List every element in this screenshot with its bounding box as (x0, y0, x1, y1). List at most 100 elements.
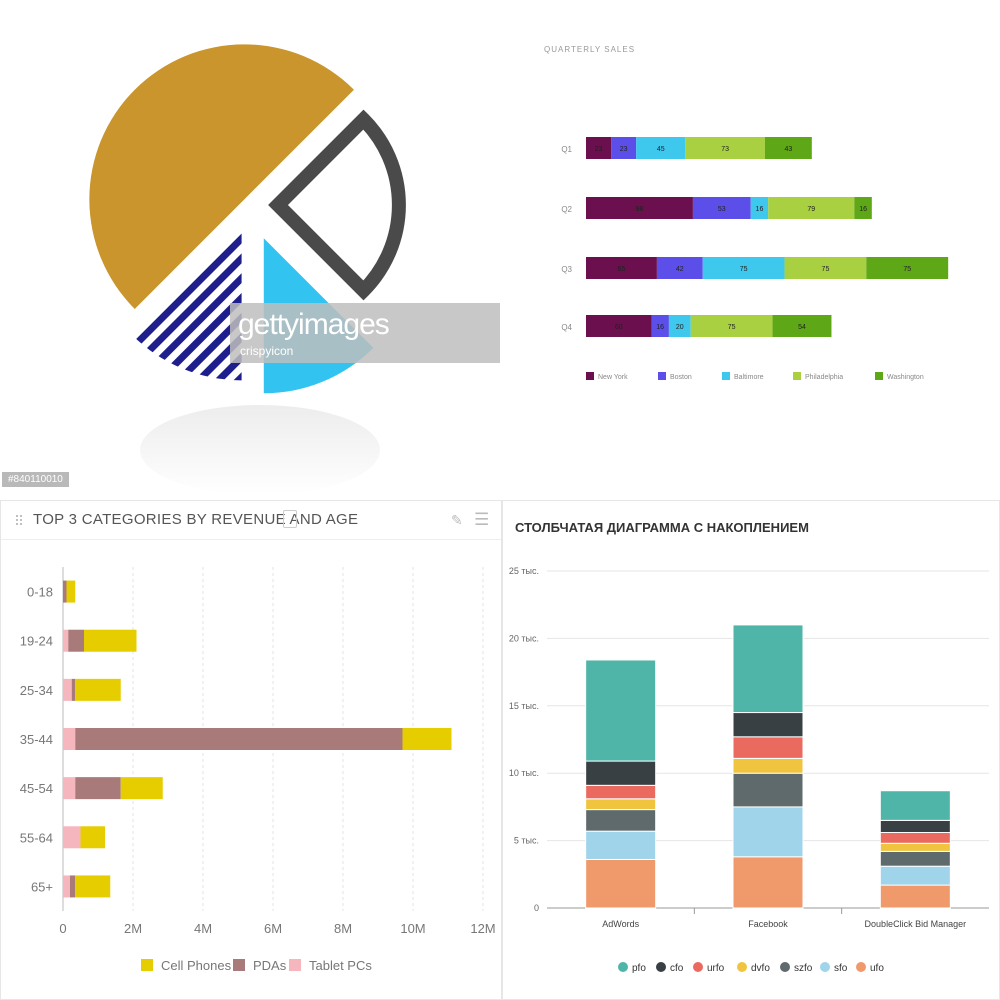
bar-segment (879, 790, 951, 821)
y-tick-label: 15 тыс. (509, 701, 539, 711)
data-label: 53 (718, 206, 726, 213)
legend-label[interactable]: dvfo (751, 963, 770, 974)
bar-segment (668, 315, 691, 337)
legend-swatch[interactable] (780, 962, 790, 972)
bar-segment (732, 856, 804, 909)
legend-label: New York (598, 374, 628, 381)
drag-handle-icon[interactable] (15, 514, 23, 526)
bar-segment (879, 850, 951, 867)
legend-label[interactable]: cfo (670, 963, 684, 974)
legend-swatch (233, 959, 245, 971)
data-label: 98 (636, 206, 644, 213)
legend-swatch[interactable] (618, 962, 628, 972)
bar-segment (585, 784, 657, 800)
x-tick-label: Facebook (748, 919, 788, 929)
data-label: 65 (618, 266, 626, 273)
bar-segment (750, 197, 769, 219)
y-tick-label: 5 тыс. (514, 836, 539, 846)
menu-icon[interactable]: ☰ (474, 510, 490, 529)
legend-swatch (722, 372, 730, 380)
bar-segment (732, 736, 804, 759)
legend-swatch (658, 372, 666, 380)
legend-swatch (289, 959, 301, 971)
legend-label: Baltimore (734, 374, 764, 381)
category-label: Q1 (561, 145, 572, 154)
legend-label[interactable]: ufo (870, 963, 884, 974)
data-label: 45 (657, 146, 665, 153)
x-tick-label: 6M (264, 921, 282, 936)
pie-slice-gold (89, 44, 354, 309)
bar-segment (63, 777, 76, 800)
bar-segment (120, 777, 163, 800)
legend-swatch[interactable] (820, 962, 830, 972)
legend-label: Tablet PCs (309, 958, 372, 973)
legend-swatch[interactable] (656, 962, 666, 972)
bar-segment (402, 728, 452, 750)
y-tick-label: 10 тыс. (509, 768, 539, 778)
bar-segment (685, 137, 765, 159)
legend-label[interactable]: szfo (794, 963, 813, 974)
bar-segment (732, 624, 804, 714)
legend-label: Cell Phones (161, 958, 232, 973)
bar-segment (692, 197, 751, 219)
data-label: 43 (784, 146, 792, 153)
category-label: Q2 (561, 205, 572, 214)
bar-segment (732, 712, 804, 738)
x-tick-label: 0 (59, 921, 66, 936)
data-label: 16 (756, 206, 764, 213)
y-tick-label: 0-18 (27, 585, 53, 600)
bar-segment (585, 798, 657, 811)
data-label: 16 (859, 206, 867, 213)
bar-segment (586, 197, 693, 219)
legend-label[interactable]: sfo (834, 963, 848, 974)
bar-segment (585, 760, 657, 786)
bar-segment (585, 809, 657, 832)
bar-segment (611, 137, 637, 159)
bar-segment (764, 137, 812, 159)
pie-chart-icon (89, 44, 406, 495)
image-id-tag: #840110010 (2, 472, 69, 487)
bar-segment (732, 757, 804, 774)
legend-swatch[interactable] (737, 962, 747, 972)
bar-segment (768, 197, 855, 219)
bar-segment (879, 884, 951, 909)
data-label: 42 (676, 266, 684, 273)
legend-label[interactable]: urfo (707, 963, 725, 974)
data-label: 23 (620, 146, 628, 153)
bar-segment (586, 137, 612, 159)
legend-swatch[interactable] (693, 962, 703, 972)
bar-segment (84, 629, 137, 652)
y-tick-label: 25-34 (20, 683, 53, 698)
bar-segment (586, 257, 657, 279)
data-label: 73 (721, 146, 729, 153)
bar-segment (690, 315, 773, 337)
bar-segment (63, 875, 70, 898)
x-tick-label: DoubleClick Bid Manager (865, 919, 967, 929)
bar-segment (651, 315, 669, 337)
y-tick-label: 0 (534, 903, 539, 913)
bar-segment (656, 257, 703, 279)
data-label: 54 (798, 324, 806, 331)
bar-segment (772, 315, 832, 337)
legend-swatch (875, 372, 883, 380)
x-tick-label: 12M (470, 921, 495, 936)
chart-title: СТОЛБЧАТАЯ ДИАГРАММА С НАКОПЛЕНИЕМ (515, 520, 809, 535)
bar-segment (732, 772, 804, 808)
bar-segment (68, 629, 84, 652)
edit-pencil-icon[interactable]: ✎ (451, 512, 463, 528)
bar-segment (879, 819, 951, 834)
pie-slice-outline (268, 109, 406, 301)
info-button[interactable] (283, 510, 297, 528)
legend-swatch[interactable] (856, 962, 866, 972)
data-label: 75 (903, 266, 911, 273)
y-tick-label: 19-24 (20, 634, 53, 649)
legend-label[interactable]: pfo (632, 963, 646, 974)
revenue-by-age-plot: 0 2M 4M 6M 8M 10M 12M 0-18 19-24 25-34 35-44 45-54… (20, 567, 496, 973)
widget-header: TOP 3 CATEGORIES BY REVENUE AND AGE ✎ ☰ (1, 501, 501, 540)
legend-swatch (586, 372, 594, 380)
legend-swatch (793, 372, 801, 380)
stacked-column-plot: 0 5 тыс. 10 тыс. 15 тыс. 20 тыс. 25 тыс. AdWo… (509, 566, 989, 974)
data-label: 16 (656, 324, 664, 331)
legend-label: PDAs (253, 958, 287, 973)
legend-label: Washington (887, 374, 924, 381)
